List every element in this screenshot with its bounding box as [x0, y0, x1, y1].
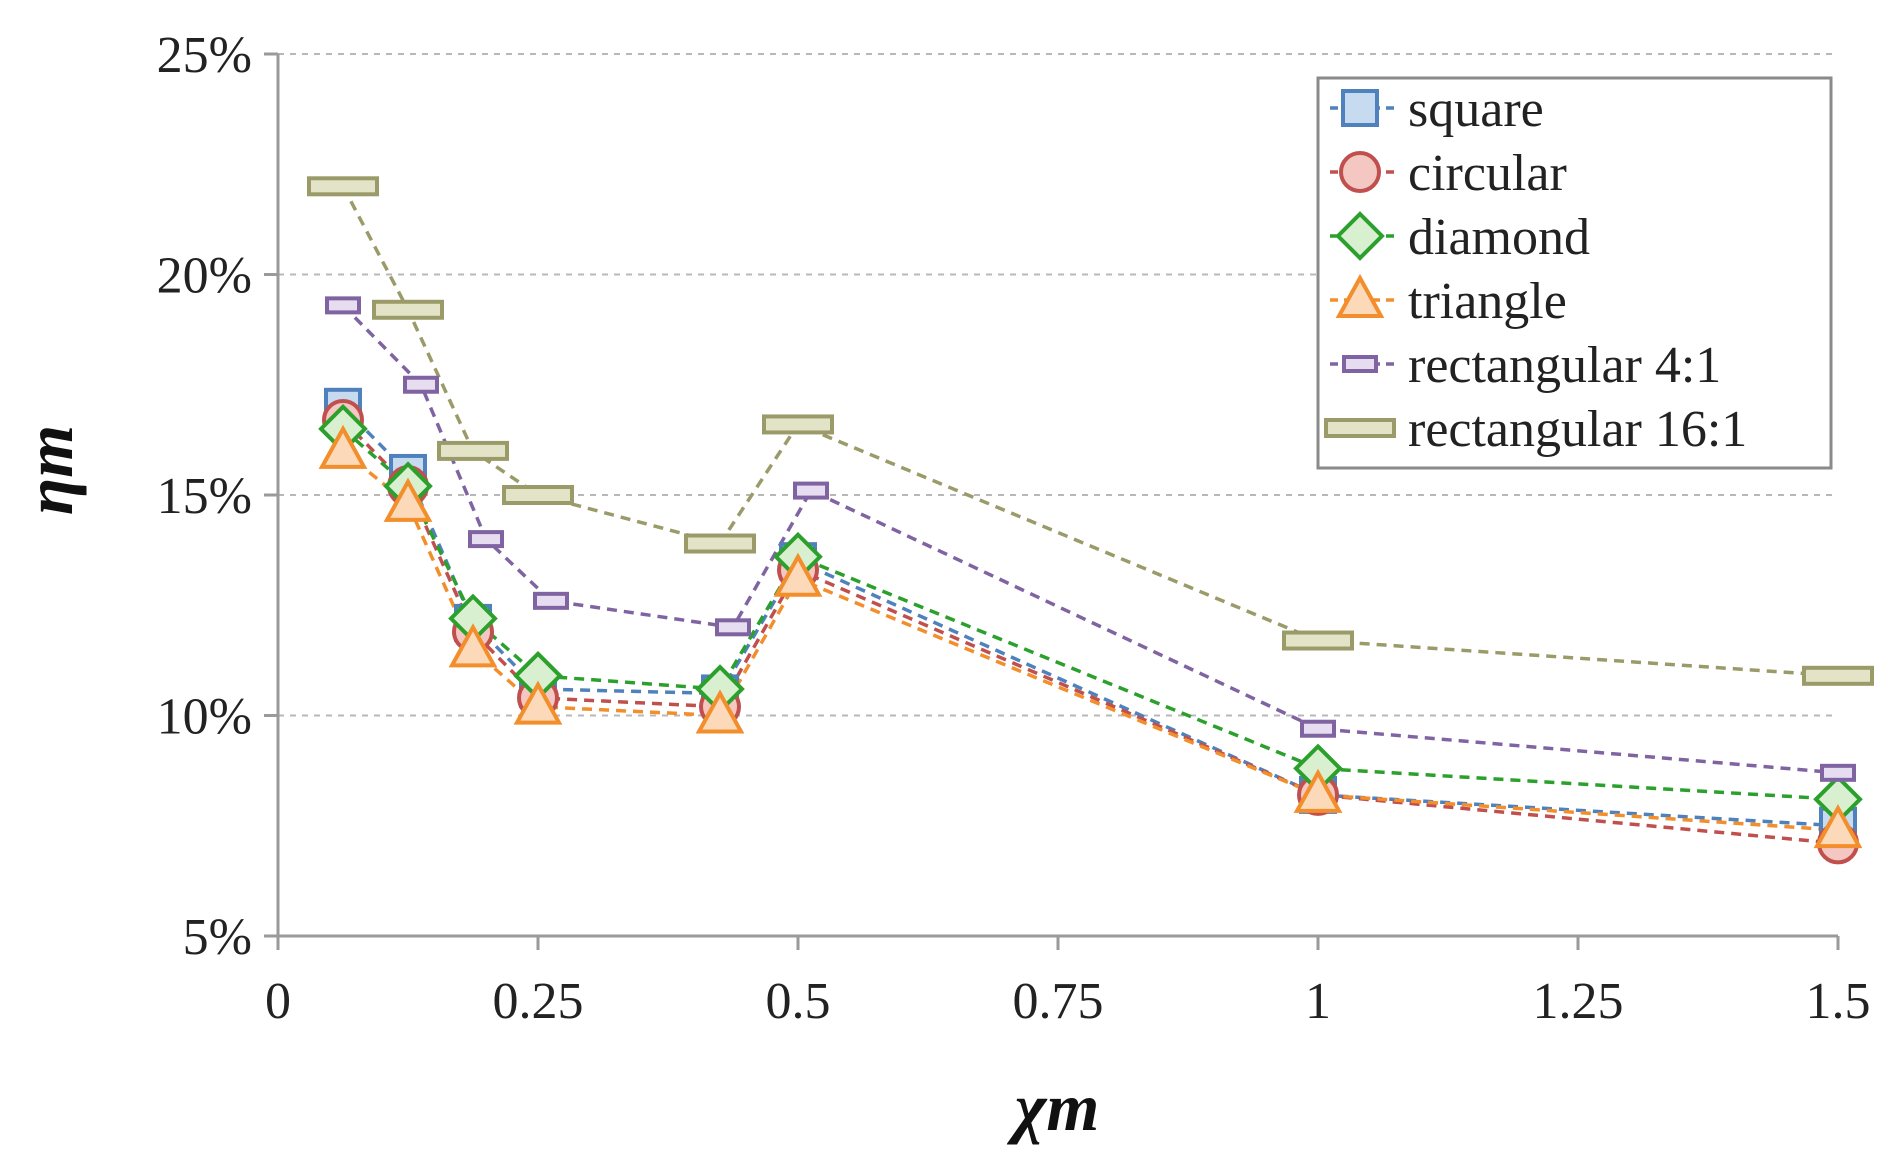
- x-tick-label: 1.5: [1806, 973, 1871, 1030]
- axis-titles: χm ηm: [11, 425, 1099, 1145]
- data-point-4-3: [533, 591, 569, 610]
- data-point-5-4: [684, 533, 756, 554]
- data-point-3-2: [448, 623, 498, 668]
- legend-entry: diamond: [1408, 209, 1590, 266]
- y-tick-label: 15%: [157, 468, 252, 525]
- series-line-4: [341, 304, 1839, 775]
- data-point-3-4: [695, 689, 745, 734]
- y-tick-label: 5%: [183, 909, 252, 966]
- y-tick-label: 20%: [157, 248, 252, 305]
- series-line-3: [341, 449, 1839, 832]
- x-tick-label: 0.5: [766, 973, 831, 1030]
- data-point-3-3: [513, 680, 563, 725]
- series-line-0: [341, 405, 1839, 828]
- x-tick-label: 1.25: [1533, 973, 1624, 1030]
- data-point-5-0: [307, 176, 379, 197]
- data-point-3-7: [1813, 804, 1863, 849]
- data-point-5-7: [1802, 665, 1874, 686]
- legend-swatch-marker: [1341, 89, 1379, 127]
- data-point-5-1: [372, 299, 444, 320]
- data-point-3-6: [1293, 768, 1343, 813]
- legend-swatch-marker: [1335, 273, 1385, 318]
- y-tick-label: 10%: [157, 689, 252, 746]
- data-point-5-2: [437, 440, 509, 461]
- legend-entry: rectangular 4:1: [1408, 337, 1721, 394]
- data-point-5-6: [1282, 630, 1354, 651]
- legend-entry: triangle: [1408, 273, 1567, 330]
- data-point-4-1: [403, 375, 439, 394]
- series-markers: [307, 176, 1874, 865]
- data-point-4-2: [468, 530, 504, 549]
- legend-swatch-marker: [1342, 355, 1378, 373]
- legend-swatch-marker: [1324, 418, 1396, 438]
- legend-entry: circular: [1408, 145, 1567, 202]
- legend-entry: rectangular 16:1: [1408, 401, 1747, 458]
- x-tick-label: 1: [1305, 973, 1331, 1030]
- data-point-4-0: [325, 296, 361, 315]
- data-point-4-7: [1820, 763, 1856, 782]
- data-point-4-4: [715, 618, 751, 637]
- x-tick-label: 0.25: [493, 973, 584, 1030]
- x-axis-title: χm: [1007, 1069, 1100, 1145]
- series-line-2: [341, 427, 1839, 802]
- legend-swatch-marker: [1335, 211, 1385, 261]
- data-point-3-0: [318, 424, 368, 469]
- data-point-3-5: [773, 552, 823, 597]
- axes: 5% 10% 15% 20% 25% 0 0.25 0.5 0.75 1 1.25 1.5: [157, 27, 1871, 1030]
- legend: square circular diamond triangle rectangular…: [1316, 76, 1833, 470]
- x-tick-label: 0.75: [1013, 973, 1104, 1030]
- data-point-3-1: [383, 477, 433, 522]
- series-line-5: [341, 185, 1839, 678]
- data-point-5-3: [502, 485, 574, 505]
- data-point-5-5: [762, 414, 834, 435]
- series-line-1: [341, 418, 1839, 846]
- y-tick-label: 25%: [157, 27, 252, 84]
- data-point-4-5: [793, 481, 829, 500]
- legend-swatch-marker: [1339, 151, 1381, 193]
- data-point-4-6: [1300, 719, 1336, 738]
- legend-entry: square: [1408, 81, 1544, 138]
- x-tick-label: 0: [265, 973, 291, 1030]
- y-axis-title: ηm: [11, 425, 87, 515]
- legend-box: [1316, 76, 1833, 470]
